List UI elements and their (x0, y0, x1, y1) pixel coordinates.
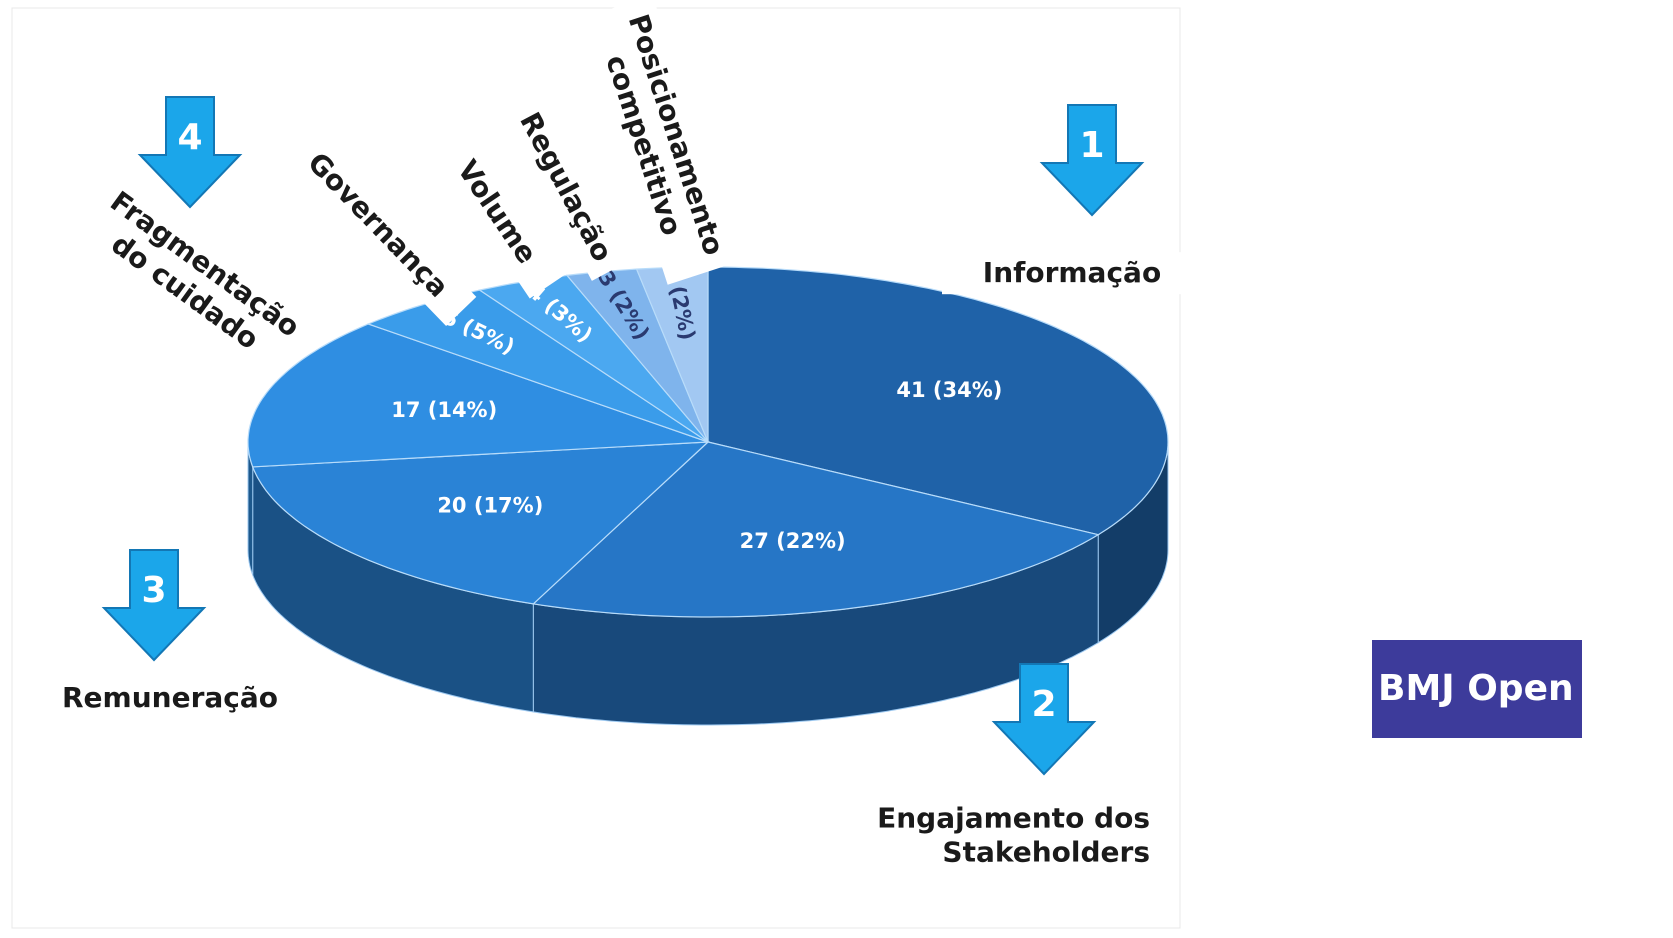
arrow-number: 3 (141, 570, 166, 611)
arrow: 4 (137, 96, 243, 209)
arrow-shape (137, 96, 243, 209)
arrow: 1 (1039, 104, 1145, 217)
category-label: Engajamento dos Stakeholders (860, 797, 1160, 873)
category-label: Remuneração (30, 677, 310, 719)
arrow-shape (1039, 104, 1145, 217)
logo: BMJ Open (1372, 640, 1582, 738)
arrow-shape (101, 549, 207, 662)
slice (251, 441, 710, 605)
chart-frame (11, 7, 1181, 929)
slice (531, 441, 1100, 618)
value-label: 41 (34%) (896, 378, 1002, 402)
value-label: 27 (22%) (740, 529, 846, 553)
arrow-number: 2 (1031, 684, 1056, 725)
arrow-number: 4 (177, 117, 202, 158)
arrow-shape (991, 663, 1097, 776)
value-label: 17 (14%) (391, 398, 497, 422)
value-label: 20 (17%) (437, 494, 543, 518)
arrow-number: 1 (1079, 125, 1104, 166)
slice (247, 323, 709, 468)
arrow: 2 (991, 663, 1097, 776)
slice (707, 266, 1169, 536)
arrow: 3 (101, 549, 207, 662)
category-label: Informação (942, 252, 1202, 294)
